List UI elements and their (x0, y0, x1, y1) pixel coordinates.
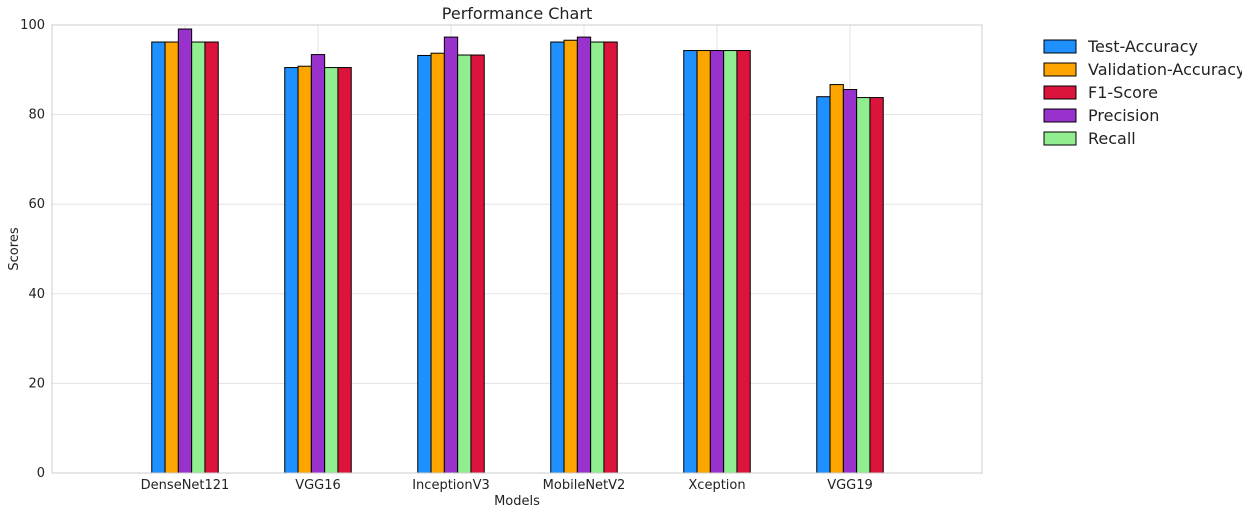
legend-label: Test-Accuracy (1087, 37, 1198, 56)
tick-labels: 0 20 40 60 80 100 DenseNet121 VGG16 InceptionV3 M… (20, 18, 873, 493)
bar-test-accuracy (284, 67, 299, 474)
bar-validation-accuracy (297, 65, 312, 474)
bar-f1-score (736, 50, 751, 474)
bar-test-accuracy (151, 41, 166, 474)
legend-label: Validation-Accuracy (1088, 60, 1242, 79)
bar-precision (177, 28, 193, 474)
bar-recall (457, 54, 472, 474)
bar-validation-accuracy (563, 39, 578, 474)
bar-test-accuracy (417, 54, 432, 474)
bar-precision (709, 50, 725, 474)
legend-swatch (1043, 62, 1077, 77)
legend: Test-Accuracy Validation-Accuracy F1-Score… (1043, 37, 1242, 148)
legend-label: Recall (1088, 129, 1136, 148)
y-tick-label: 100 (20, 18, 45, 33)
x-axis-label: Models (494, 494, 540, 509)
x-tick-label: Xception (688, 478, 745, 493)
bar-f1-score (337, 67, 352, 474)
legend-swatch (1043, 108, 1077, 123)
plot-frame (51, 24, 983, 474)
x-tick-label: DenseNet121 (141, 478, 230, 493)
bar-recall (590, 41, 605, 474)
bar-test-accuracy (816, 96, 831, 474)
chart-title: Performance Chart (442, 4, 592, 23)
y-tick-label: 0 (37, 466, 45, 481)
bar-precision (310, 54, 326, 474)
bar-validation-accuracy (829, 84, 844, 474)
bar-test-accuracy (550, 41, 565, 474)
y-tick-label: 20 (28, 376, 45, 391)
legend-swatch (1043, 39, 1077, 54)
bars (151, 28, 884, 474)
x-tick-label: MobileNetV2 (543, 478, 626, 493)
legend-swatch (1043, 131, 1077, 146)
bar-recall (324, 67, 339, 474)
y-tick-label: 60 (28, 197, 45, 212)
y-axis-label: Scores (7, 227, 22, 270)
legend-label: F1-Score (1088, 83, 1158, 102)
y-tick-label: 80 (28, 108, 45, 123)
legend-swatch (1043, 85, 1077, 100)
x-tick-label: VGG19 (827, 478, 873, 493)
bar-validation-accuracy (430, 52, 445, 474)
bar-precision (842, 89, 858, 474)
bar-validation-accuracy (696, 50, 711, 474)
bar-precision (443, 36, 459, 474)
legend-label: Precision (1088, 106, 1159, 125)
x-tick-label: VGG16 (295, 478, 341, 493)
bar-recall (723, 50, 738, 474)
bar-f1-score (603, 41, 618, 474)
bar-recall (856, 97, 871, 474)
bar-validation-accuracy (164, 41, 179, 474)
y-tick-label: 40 (28, 287, 45, 302)
bar-f1-score (204, 41, 219, 474)
x-tick-label: InceptionV3 (412, 478, 490, 493)
bar-f1-score (869, 97, 884, 474)
bar-recall (191, 41, 206, 474)
bar-f1-score (470, 54, 485, 474)
bar-test-accuracy (683, 50, 698, 474)
bar-precision (576, 36, 592, 474)
